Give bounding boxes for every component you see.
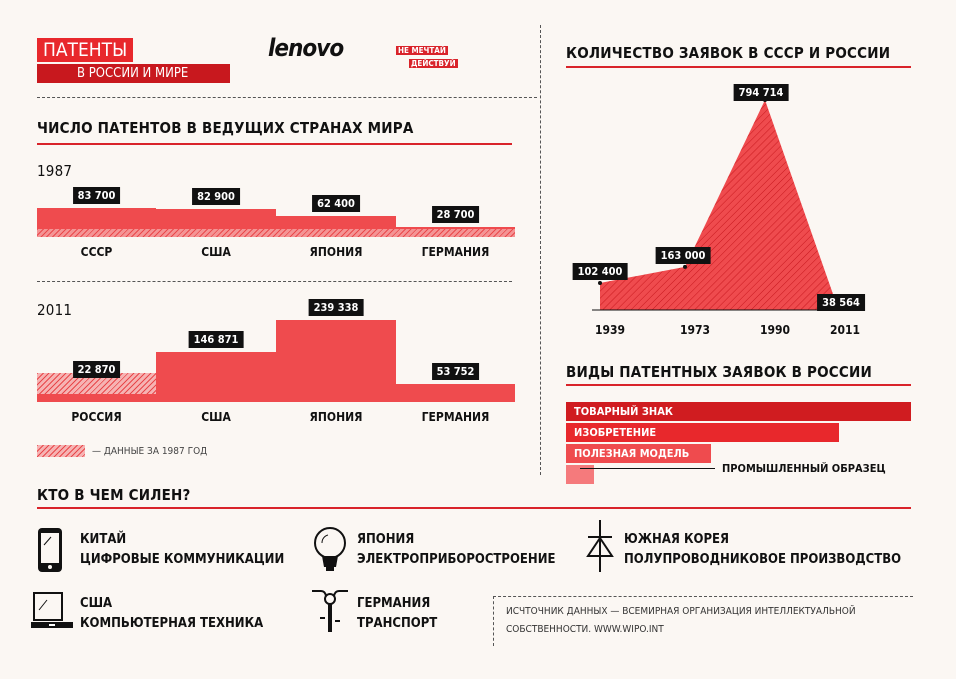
legend-text: — ДАННЫЕ ЗА 1987 ГОД — [92, 446, 208, 457]
year-tick-label: 1990 — [759, 323, 791, 337]
lenovo-logo: lenovo — [268, 34, 344, 62]
data-point — [598, 280, 602, 285]
area-value-label: 794 714 — [733, 84, 789, 101]
skill-field: ПОЛУПРОВОДНИКОВОЕ ПРОИЗВОДСТВО — [624, 552, 902, 567]
skill-field: ЭЛЕКТРОПРИБОРОСТРОЕНИЕ — [357, 552, 556, 567]
bar — [396, 383, 515, 402]
vertical-divider — [540, 25, 541, 475]
year-2011: 2011 — [37, 301, 73, 319]
chart-title-types: ВИДЫ ПАТЕНТНЫХ ЗАЯВОК В РОССИИ — [566, 363, 872, 381]
skill-field: КОМПЬЮТЕРНАЯ ТЕХНИКА — [80, 616, 264, 631]
skill-country: ГЕРМАНИЯ — [357, 596, 431, 611]
title-rule — [566, 66, 911, 68]
skill-field: ТРАНСПОРТ — [357, 616, 438, 631]
value-label: 146 871 — [188, 330, 244, 348]
slogan-2: ДЕЙСТВУЙ — [409, 59, 458, 68]
country-label: ЯПОНИЯ — [309, 245, 363, 259]
type-bar-label: ТОВАРНЫЙ ЗНАК — [574, 405, 673, 418]
baseline-hatch — [37, 229, 515, 237]
value-label: 28 700 — [431, 206, 480, 224]
divider — [37, 97, 537, 98]
diode-icon — [586, 520, 614, 572]
country-label: США — [201, 410, 231, 424]
source-box: ИСЧТОЧНИК ДАННЫХ — ВСЕМИРНАЯ ОРГАНИЗАЦИЯ… — [493, 596, 913, 646]
title-rule — [566, 384, 911, 386]
type-bar-label: ИЗОБРЕТЕНИЕ — [574, 426, 657, 439]
laptop-icon — [31, 592, 73, 628]
type-bar: ПОЛЕЗНАЯ МОДЕЛЬ — [566, 444, 711, 463]
skill-germany: ГЕРМАНИЯ ТРАНСПОРТ — [357, 594, 437, 634]
type-bar — [566, 465, 594, 484]
title-rule — [37, 507, 911, 509]
page-subtitle: В РОССИИ И МИРЕ — [37, 64, 230, 83]
skill-country: США — [80, 596, 113, 611]
page-title: ПАТЕНТЫ — [37, 38, 134, 62]
skill-field: ЦИФРОВЫЕ КОММУНИКАЦИИ — [80, 552, 285, 567]
year-tick-label: 1973 — [679, 323, 711, 337]
year-tick-label: 2011 — [829, 323, 861, 337]
country-label: ЯПОНИЯ — [309, 410, 363, 424]
value-label: 22 870 — [72, 361, 121, 378]
type-bar: ТОВАРНЫЙ ЗНАК — [566, 402, 911, 421]
value-label: 83 700 — [72, 187, 121, 205]
chart-title-countries: ЧИСЛО ПАТЕНТОВ В ВЕДУЩИХ СТРАНАХ МИРА — [37, 119, 414, 137]
slogan-1: НЕ МЕЧТАЙ — [396, 46, 448, 55]
skills-title: КТО В ЧЕМ СИЛЕН? — [37, 486, 191, 504]
bar — [37, 394, 156, 402]
source-line-1: ИСЧТОЧНИК ДАННЫХ — ВСЕМИРНАЯ ОРГАНИЗАЦИЯ… — [506, 606, 856, 617]
country-label: ГЕРМАНИЯ — [421, 410, 490, 424]
area-series — [600, 100, 835, 310]
lightbulb-icon — [314, 527, 346, 571]
value-label: 239 338 — [308, 299, 364, 316]
area-value-label: 163 000 — [655, 246, 711, 264]
source-line-2: СОБСТВЕННОСТИ. WWW.WIPO.INT — [506, 624, 664, 635]
skill-country: КИТАЙ — [80, 532, 127, 547]
skill-country: ЮЖНАЯ КОРЕЯ — [624, 532, 730, 547]
value-label: 82 900 — [192, 187, 240, 205]
country-label: США — [201, 245, 231, 259]
bicycle-icon — [312, 590, 348, 632]
title-block: ПАТЕНТЫ В РОССИИ И МИРЕ — [37, 38, 230, 83]
value-label: 62 400 — [312, 194, 360, 212]
divider — [37, 281, 512, 282]
data-point — [683, 264, 687, 269]
skill-china: КИТАЙ ЦИФРОВЫЕ КОММУНИКАЦИИ — [80, 530, 284, 570]
skill-japan: ЯПОНИЯ ЭЛЕКТРОПРИБОРОСТРОЕНИЕ — [357, 530, 555, 570]
type-bar-label: ПОЛЕЗНАЯ МОДЕЛЬ — [574, 447, 690, 460]
skill-usa: США КОМПЬЮТЕРНАЯ ТЕХНИКА — [80, 594, 263, 634]
bar — [276, 320, 396, 402]
area-value-label: 102 400 — [572, 262, 628, 280]
chart-title-applications: КОЛИЧЕСТВО ЗАЯВОК В СССР И РОССИИ — [566, 44, 891, 62]
legend-hatch-swatch — [37, 445, 85, 457]
country-label: СССР — [80, 245, 113, 259]
skill-country: ЯПОНИЯ — [357, 532, 415, 547]
skill-korea: ЮЖНАЯ КОРЕЯ ПОЛУПРОВОДНИКОВОЕ ПРОИЗВОДСТВ… — [624, 530, 901, 570]
bar-label-industrial-design: ПРОМЫШЛЕННЫЙ ОБРАЗЕЦ — [722, 462, 886, 475]
country-label: ГЕРМАНИЯ — [421, 245, 490, 259]
tablet-icon — [38, 528, 62, 572]
type-bar: ИЗОБРЕТЕНИЕ — [566, 423, 839, 442]
leader-line — [580, 468, 715, 469]
value-label: 53 752 — [431, 362, 480, 380]
bar — [156, 351, 276, 402]
area-value-label: 38 564 — [817, 293, 865, 311]
title-rule — [37, 143, 512, 145]
year-tick-label: 1939 — [594, 323, 626, 337]
country-label: РОССИЯ — [71, 410, 122, 424]
year-1987: 1987 — [37, 162, 73, 180]
